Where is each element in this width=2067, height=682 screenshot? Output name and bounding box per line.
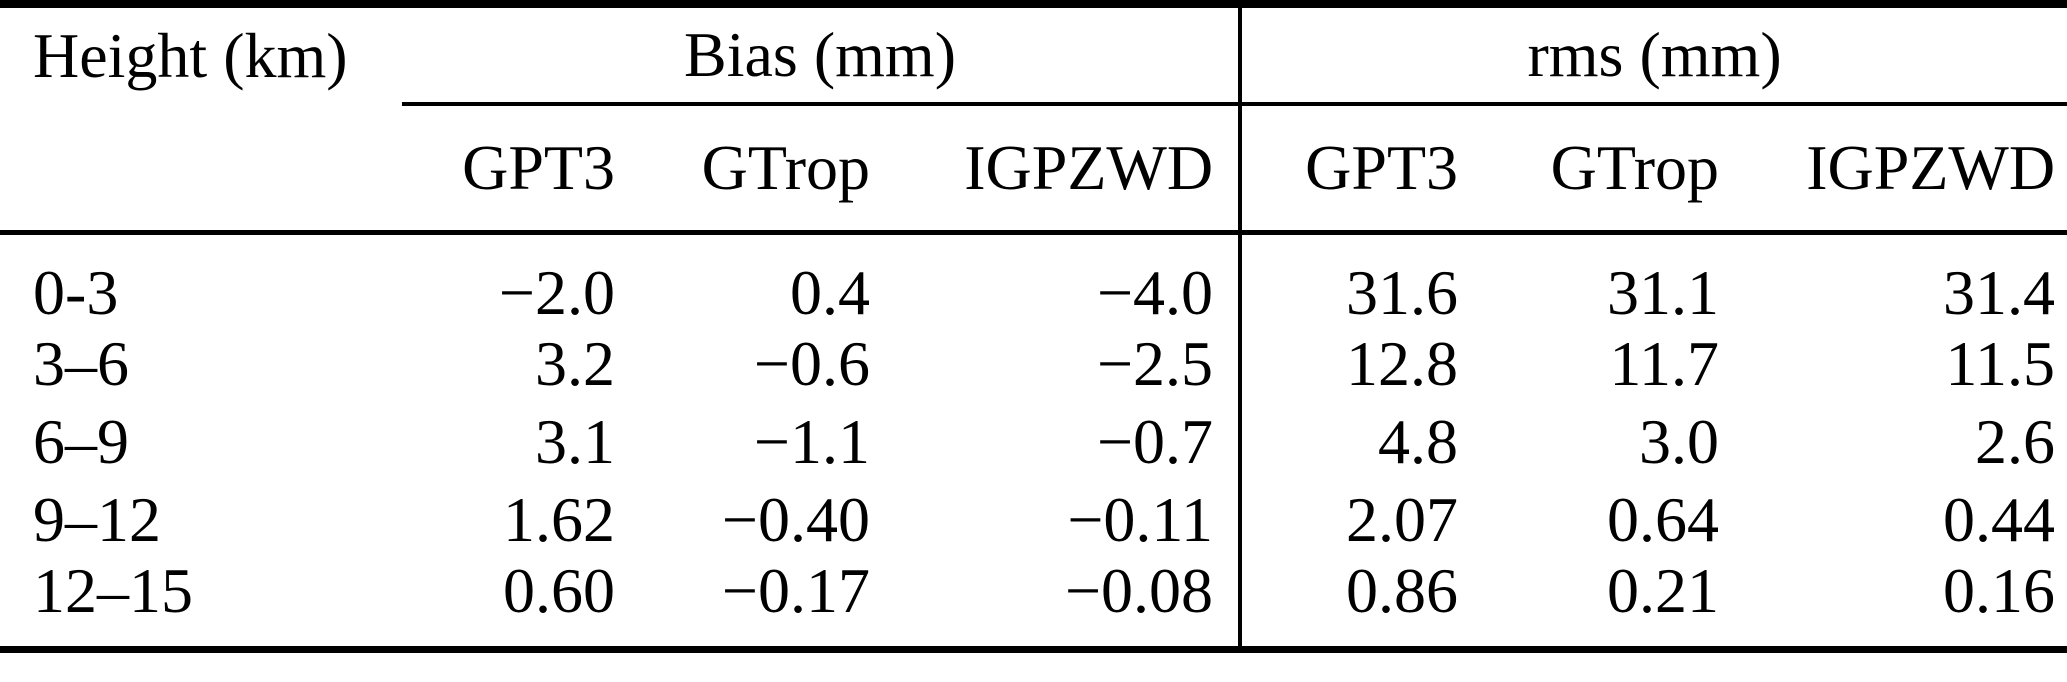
bias-gtrop-cell: −0.40 <box>721 483 870 555</box>
bias-igpzwd-cell: −4.0 <box>1096 256 1214 328</box>
rms-gtrop-cell: 3.0 <box>1639 405 1720 477</box>
height-range-cell: 0-3 <box>33 256 119 328</box>
rms-gtrop-cell: 31.1 <box>1607 256 1720 328</box>
bias-group-header: Bias (mm) <box>402 4 1241 106</box>
group-header-row: Height (km) Bias (mm) rms (mm) <box>0 4 2067 106</box>
table-row: 12–15 0.60 −0.17 −0.08 0.86 0.21 0.16 <box>0 554 2067 649</box>
rms-group-header: rms (mm) <box>1238 4 2067 106</box>
bias-gpt3-cell: −2.0 <box>498 256 615 328</box>
bias-gpt3-cell: 0.60 <box>503 554 615 626</box>
table-row: 6–9 3.1 −1.1 −0.7 4.8 3.0 2.6 <box>0 402 2067 481</box>
bias-gtrop-cell: −1.1 <box>753 405 870 477</box>
rms-igpzwd-header: IGPZWD <box>1719 104 2067 235</box>
height-range-cell: 12–15 <box>33 554 193 626</box>
bias-igpzwd-header: IGPZWD <box>870 104 1241 235</box>
bias-igpzwd-cell: −2.5 <box>1096 327 1214 399</box>
bias-igpzwd-cell: −0.11 <box>1067 483 1214 555</box>
rms-gpt3-cell: 0.86 <box>1238 558 1459 649</box>
rms-igpzwd-cell: 0.44 <box>1943 483 2056 555</box>
height-range-cell: 6–9 <box>33 405 129 477</box>
bias-gpt3-header: GPT3 <box>402 104 615 235</box>
table-row: 3–6 3.2 −0.6 −2.5 12.8 11.7 11.5 <box>0 324 2067 403</box>
rms-gpt3-cell: 2.07 <box>1238 480 1459 559</box>
bias-gtrop-cell: 0.4 <box>790 256 870 328</box>
bias-gpt3-cell: 3.1 <box>535 405 615 477</box>
rms-gtrop-cell: 0.21 <box>1607 554 1720 626</box>
rms-gpt3-cell: 12.8 <box>1238 324 1459 403</box>
rms-gtrop-cell: 11.7 <box>1609 327 1720 399</box>
rms-igpzwd-cell: 0.16 <box>1943 554 2056 626</box>
height-column-header: Height (km) <box>33 20 348 91</box>
rms-gpt3-cell: 4.8 <box>1238 402 1459 481</box>
rms-igpzwd-cell: 11.5 <box>1945 327 2056 399</box>
bias-gpt3-cell: 3.2 <box>535 327 615 399</box>
bias-gtrop-header: GTrop <box>615 104 870 235</box>
bias-igpzwd-cell: −0.7 <box>1096 405 1214 477</box>
rms-gpt3-header: GPT3 <box>1238 104 1459 235</box>
results-table: Height (km) Bias (mm) rms (mm) GPT3 GTro… <box>0 0 2067 653</box>
rms-gtrop-header: GTrop <box>1458 104 1720 235</box>
subheader-row: GPT3 GTrop IGPZWD GPT3 GTrop IGPZWD <box>0 104 2067 235</box>
height-range-cell: 9–12 <box>33 483 161 555</box>
bias-gpt3-cell: 1.62 <box>503 483 615 555</box>
bias-igpzwd-cell: −0.08 <box>1064 554 1214 626</box>
height-range-cell: 3–6 <box>33 327 129 399</box>
bias-gtrop-cell: −0.17 <box>721 554 870 626</box>
bias-gtrop-cell: −0.6 <box>753 327 870 399</box>
rms-igpzwd-cell: 2.6 <box>1975 405 2056 477</box>
table-row: 9–12 1.62 −0.40 −0.11 2.07 0.64 0.44 <box>0 480 2067 559</box>
corner-empty-cell <box>0 104 402 235</box>
table-row: 0-3 −2.0 0.4 −4.0 31.6 31.1 31.4 <box>0 232 2067 325</box>
rms-gpt3-cell: 31.6 <box>1238 232 1459 325</box>
rms-igpzwd-cell: 31.4 <box>1943 256 2056 328</box>
rms-gtrop-cell: 0.64 <box>1607 483 1720 555</box>
